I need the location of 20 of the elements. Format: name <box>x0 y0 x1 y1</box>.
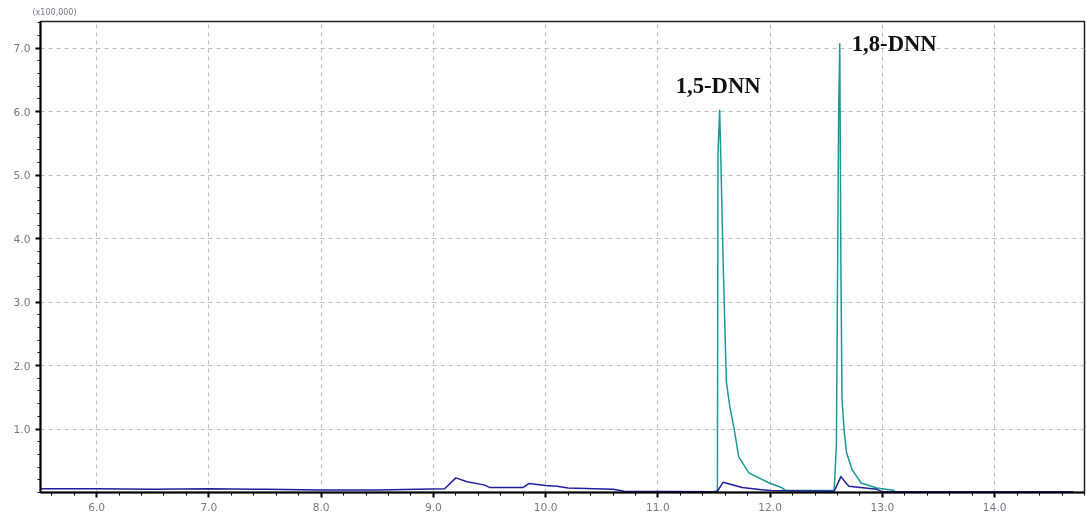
annotation: 1,5-DNN <box>675 73 762 99</box>
y-tick-label: 6.0 <box>13 105 31 119</box>
annotation: 1,8-DNN <box>851 30 938 56</box>
y-tick-label: 3.0 <box>13 296 31 310</box>
y-tick-label: 7.0 <box>13 42 31 56</box>
x-tick-label: 8.0 <box>312 500 330 514</box>
x-tick-label: 10.0 <box>533 500 558 514</box>
x-tick-label: 7.0 <box>200 500 218 514</box>
x-tick-label: 13.0 <box>870 500 895 514</box>
y-tick-label: 5.0 <box>13 169 31 183</box>
x-tick-label: 11.0 <box>646 500 670 514</box>
text: (x100,000) <box>32 7 77 17</box>
y-tick-label: 1.0 <box>13 423 31 437</box>
line-series <box>40 475 1075 493</box>
y-tick-label: 2.0 <box>13 359 31 373</box>
x-tick-label: 12.0 <box>758 500 783 514</box>
x-tick-label: 6.0 <box>88 500 106 514</box>
x-tick-label: 14.0 <box>982 500 1007 514</box>
y-tick-label: 4.0 <box>13 232 31 246</box>
x-tick-label: 9.0 <box>424 500 443 514</box>
